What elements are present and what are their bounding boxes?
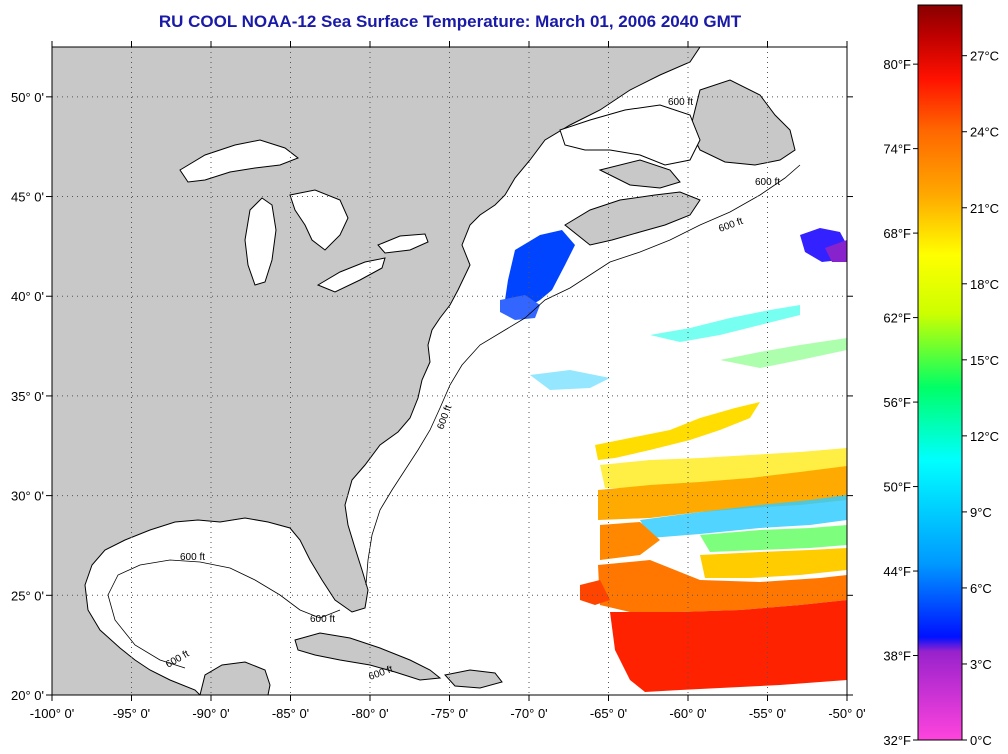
lon-tick-label: -85° 0' (272, 706, 309, 721)
land-nova-scotia (564, 191, 701, 246)
isobath-600ft-gulf (107, 559, 341, 669)
lat-tick-label: 30° 0' (11, 489, 44, 504)
lake-ontario (377, 233, 429, 254)
map-axes: -100° 0' -95° 0' -90° 0' -85° 0' -80° 0' -75°… (11, 41, 866, 721)
celsius-label: 6°C (970, 581, 992, 596)
lat-tick-label: 45° 0' (11, 190, 44, 205)
fahrenheit-label: 44°F (883, 564, 911, 579)
lat-tick-label: 20° 0' (11, 688, 44, 703)
lon-tick-label: -90° 0' (192, 706, 229, 721)
lake-erie (316, 257, 386, 293)
isobath-label: 600 ft (755, 177, 780, 188)
celsius-label: 27°C (970, 49, 999, 64)
celsius-label: 9°C (970, 505, 992, 520)
gulf-st-lawrence (559, 104, 701, 166)
colorbar-ticks: 27°C 24°C 21°C 18°C 15°C 12°C 9°C 6°C 3°C 0°C 80°F… (883, 49, 999, 748)
fahrenheit-label: 38°F (883, 649, 911, 664)
lon-tick-label: -55° 0' (749, 706, 786, 721)
land-cuba (294, 632, 442, 681)
lat-tick-label: 50° 0' (11, 90, 44, 105)
isobath-label: 600 ft (668, 97, 693, 108)
lat-tick-label: 40° 0' (11, 289, 44, 304)
isobath-label: 600 ft (310, 614, 335, 625)
land-yucatan (199, 661, 271, 695)
fahrenheit-label: 32°F (883, 733, 911, 748)
isobath-600ft-atlantic (365, 164, 801, 586)
land-gaspe (598, 159, 681, 189)
lon-tick-label: -70° 0' (510, 706, 547, 721)
celsius-label: 12°C (970, 429, 999, 444)
land-newfoundland (689, 79, 796, 166)
celsius-label: 21°C (970, 201, 999, 216)
celsius-label: 3°C (970, 657, 992, 672)
lon-tick-label: -50° 0' (828, 706, 865, 721)
lon-tick-label: -95° 0' (113, 706, 150, 721)
celsius-label: 0°C (970, 733, 992, 748)
lake-michigan (244, 197, 277, 286)
lat-tick-label: 35° 0' (11, 389, 44, 404)
lake-superior (179, 139, 300, 183)
lake-huron (289, 189, 349, 251)
land-north-america (52, 47, 701, 695)
celsius-label: 18°C (970, 277, 999, 292)
lon-tick-label: -60° 0' (669, 706, 706, 721)
lon-tick-label: -65° 0' (590, 706, 627, 721)
land-hispaniola (444, 669, 503, 689)
fahrenheit-label: 80°F (883, 57, 911, 72)
fahrenheit-label: 74°F (883, 142, 911, 157)
fahrenheit-label: 68°F (883, 226, 911, 241)
isobath-label: 600 ft (180, 552, 205, 563)
celsius-label: 15°C (970, 353, 999, 368)
fahrenheit-label: 62°F (883, 311, 911, 326)
celsius-label: 24°C (970, 125, 999, 140)
fahrenheit-label: 56°F (883, 395, 911, 410)
lon-tick-label: -75° 0' (431, 706, 468, 721)
graticule (52, 47, 847, 695)
colorbar (917, 4, 963, 741)
lon-tick-label: -80° 0' (351, 706, 388, 721)
lat-tick-label: 25° 0' (11, 588, 44, 603)
lon-tick-label: -100° 0' (30, 706, 75, 721)
fahrenheit-label: 50°F (883, 480, 911, 495)
map-title: RU COOL NOAA-12 Sea Surface Temperature:… (158, 12, 742, 31)
